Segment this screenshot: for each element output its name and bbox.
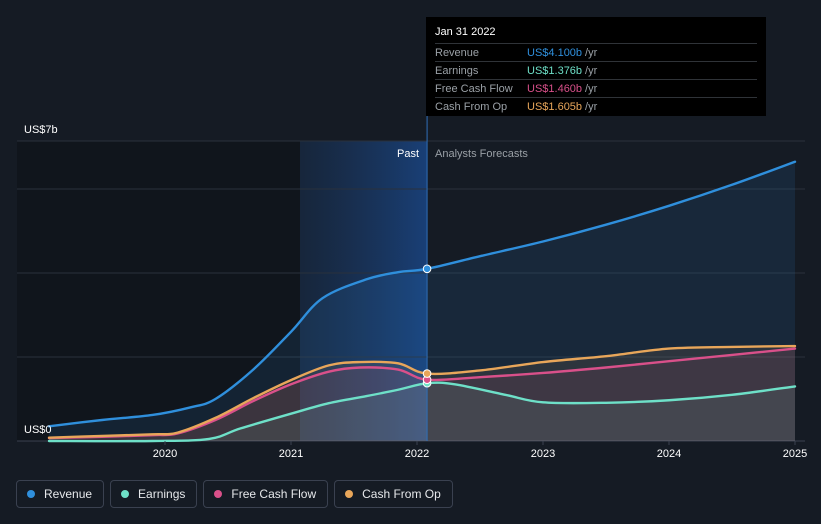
revenue-area (49, 161, 795, 441)
forecast-label: Analysts Forecasts (435, 148, 528, 160)
legend-dot-icon (214, 490, 223, 498)
tooltip-row-label: Earnings (435, 64, 479, 77)
legend-label: Free Cash Flow (231, 487, 317, 501)
tooltip: Jan 31 2022 Revenue US$4.100b /yr Earnin… (426, 17, 766, 116)
legend-item-revenue[interactable]: Revenue (16, 480, 105, 508)
x-tick-label: 2020 (153, 448, 177, 460)
legend-dot-icon (27, 490, 35, 498)
tooltip-row-label: Revenue (435, 46, 480, 59)
tooltip-row-value: US$4.100b (527, 46, 583, 59)
legend: Revenue Earnings Free Cash Flow Cash Fro… (16, 480, 453, 508)
tooltip-row-value: US$1.376b (527, 64, 583, 77)
cash-from-op-area (49, 346, 795, 441)
x-tick-label: 2025 (783, 448, 807, 460)
tooltip-row-unit: /yr (585, 64, 598, 77)
tooltip-row-free-cash-flow: Free Cash Flow US$1.460b /yr (435, 79, 757, 97)
tooltip-row-earnings: Earnings US$1.376b /yr (435, 61, 757, 79)
legend-label: Cash From Op (362, 487, 441, 501)
series-lines (47, 160, 797, 443)
tooltip-row-unit: /yr (585, 100, 598, 113)
y-axis-top-label: US$7b (24, 124, 58, 136)
tooltip-date: Jan 31 2022 (435, 26, 496, 38)
legend-item-earnings[interactable]: Earnings (110, 480, 198, 508)
past-label: Past (397, 148, 419, 160)
tooltip-row-value: US$1.605b (527, 100, 583, 113)
x-tick-label: 2023 (531, 448, 555, 460)
pre-past-band (17, 141, 300, 441)
revenue-marker (422, 264, 432, 274)
cash-from-op-marker (422, 369, 432, 378)
past-band (300, 141, 428, 441)
chart-area: 2020 2021 2022 2023 2024 2025 US$7b US$0 Past… (17, 17, 807, 460)
legend-dot-icon (345, 490, 354, 498)
tooltip-row-unit: /yr (585, 46, 598, 59)
tooltip-row-revenue: Revenue US$4.100b /yr (435, 43, 757, 61)
x-tick-label: 2022 (405, 448, 429, 460)
x-tick-label: 2021 (279, 448, 303, 460)
cash-from-op-line (47, 344, 797, 439)
x-axis-ticks: 2020 2021 2022 2023 2024 2025 (153, 441, 807, 460)
legend-item-cash-from-op[interactable]: Cash From Op (334, 480, 453, 508)
revenue-line (47, 160, 797, 428)
legend-item-free-cash-flow[interactable]: Free Cash Flow (203, 480, 329, 508)
series-markers (422, 264, 432, 388)
series-areas (49, 161, 795, 442)
tooltip-row-value: US$1.460b (527, 82, 583, 95)
free-cash-flow-area (49, 348, 795, 441)
legend-label: Revenue (44, 487, 93, 501)
y-axis-bottom-label: US$0 (24, 424, 52, 436)
legend-label: Earnings (138, 487, 186, 501)
x-tick-label: 2024 (657, 448, 681, 460)
legend-dot-icon (121, 490, 130, 498)
tooltip-row-unit: /yr (585, 82, 598, 95)
tooltip-row-label: Free Cash Flow (435, 82, 513, 95)
tooltip-row-label: Cash From Op (435, 100, 508, 113)
earnings-area (49, 382, 795, 442)
tooltip-row-cash-from-op: Cash From Op US$1.605b /yr (435, 97, 757, 115)
earnings-line (47, 381, 797, 443)
